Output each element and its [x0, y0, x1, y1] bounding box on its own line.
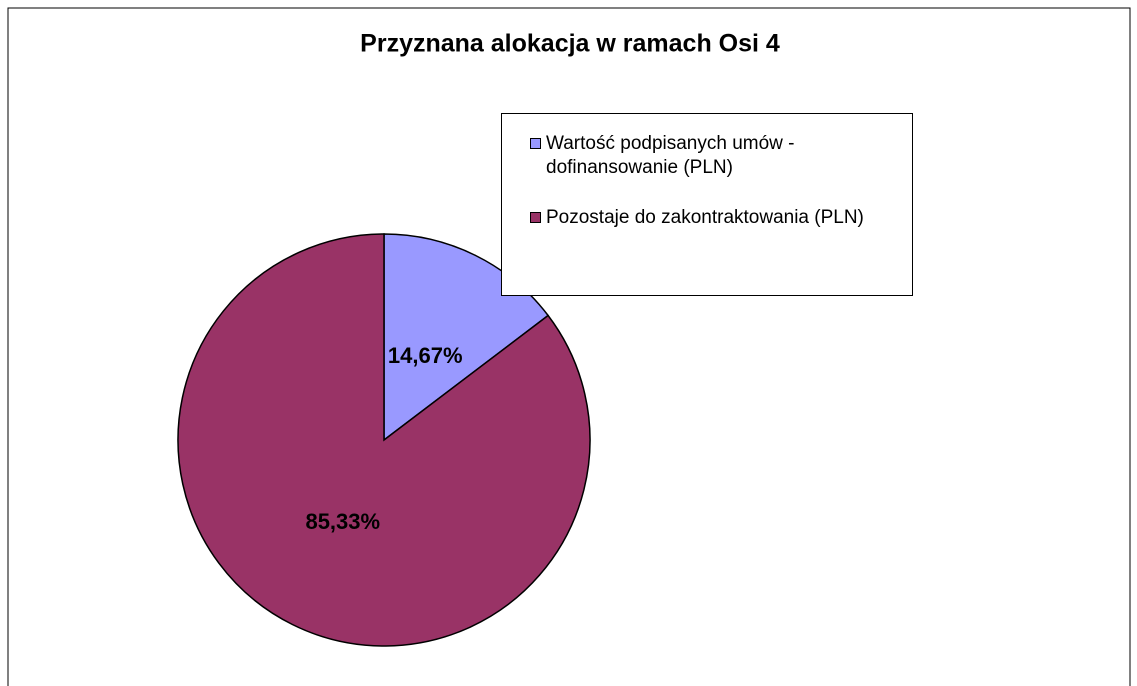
legend-item: Pozostaje do zakontraktowania (PLN) — [530, 206, 898, 230]
chart-frame — [7, 7, 1131, 686]
legend-label: Pozostaje do zakontraktowania (PLN) — [546, 207, 864, 228]
legend-item: Wartość podpisanych umów - dofinansowani… — [530, 132, 898, 180]
pie-slice — [177, 233, 591, 647]
data-label: 85,33% — [305, 509, 380, 534]
legend-swatch — [530, 212, 541, 223]
legend-swatch — [530, 138, 541, 149]
legend-label: Wartość podpisanych umów - dofinansowani… — [546, 133, 795, 178]
legend: Wartość podpisanych umów - dofinansowani… — [501, 113, 913, 296]
chart-title: Przyznana alokacja w ramach Osi 4 — [360, 30, 780, 58]
data-label: 14,67% — [388, 343, 463, 368]
